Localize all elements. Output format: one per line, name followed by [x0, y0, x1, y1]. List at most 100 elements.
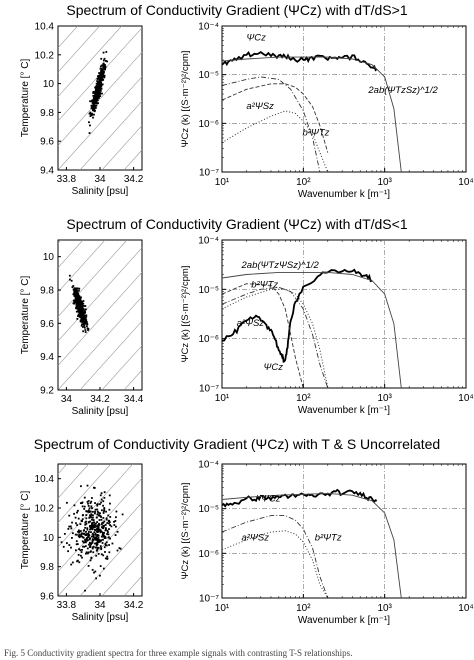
ts-point	[98, 72, 101, 74]
ts-point	[95, 528, 98, 530]
ts-points	[68, 274, 90, 333]
ts-point	[90, 500, 93, 503]
ts-point	[81, 320, 84, 322]
ts-point	[80, 306, 83, 308]
ts-point	[95, 538, 98, 541]
ts-point	[88, 511, 91, 514]
ts-point	[104, 59, 107, 62]
ts-point	[98, 522, 100, 525]
ts-point	[96, 535, 99, 537]
ts-point	[88, 538, 91, 541]
ts-point	[116, 530, 119, 533]
ts-point	[79, 319, 82, 322]
ts-point	[82, 300, 85, 302]
spectrum-ytick-label: 10⁻⁴	[198, 22, 219, 33]
ts-guide-line	[58, 27, 142, 122]
ts-point	[78, 561, 81, 564]
curve-annotation: a²ΨSz	[246, 101, 274, 112]
ts-point	[86, 500, 89, 503]
ts-point	[94, 97, 97, 100]
ts-point	[102, 517, 105, 519]
ts-point	[82, 529, 85, 532]
ts-point	[95, 97, 98, 100]
ts-point	[108, 508, 111, 511]
ts-point	[87, 504, 90, 507]
ts-point	[82, 312, 85, 315]
series-dotted-line	[222, 110, 329, 172]
ts-point	[100, 523, 103, 526]
ts-point	[86, 323, 89, 326]
ts-point	[94, 524, 96, 527]
spectrum-xtick-label: 10³	[377, 393, 392, 404]
spectrum-xtick-label: 10¹	[215, 603, 230, 614]
ts-point	[83, 316, 86, 319]
ts-point	[78, 304, 81, 307]
ts-point	[105, 541, 108, 544]
ts-point	[96, 93, 98, 96]
ts-point	[104, 551, 106, 553]
ts-point	[99, 65, 102, 68]
curve-annotation: ΨCz	[263, 362, 283, 373]
ts-point	[71, 532, 74, 535]
ts-point	[91, 99, 94, 102]
ts-point	[70, 279, 73, 282]
ts-guide-line	[79, 320, 142, 390]
ts-point	[77, 294, 80, 297]
ts-point	[86, 552, 89, 555]
ts-point	[90, 100, 93, 103]
ts-point	[99, 95, 102, 98]
spectrum-ytick-label: 10⁻⁴	[198, 460, 219, 471]
curve-annotation: b²ΨTz	[303, 128, 330, 139]
ts-point	[77, 315, 79, 317]
ts-point	[85, 551, 88, 554]
ts-point	[95, 99, 97, 102]
ts-point	[96, 539, 98, 542]
curve-annotation: ΨCz	[261, 494, 281, 505]
ts-point	[78, 315, 81, 318]
ts-point	[103, 510, 105, 513]
ts-point	[82, 311, 85, 314]
curve-annotation: 2ab(ΨTzΨSz)^1/2	[241, 260, 320, 271]
ts-point	[104, 537, 107, 539]
ts-point	[100, 57, 103, 60]
panel-title-2: Spectrum of Conductivity Gradient (ΨCz) …	[66, 216, 408, 232]
ts-point	[75, 302, 78, 305]
spectrum-ytick-label: 10⁻⁶	[198, 549, 219, 560]
ts-point	[97, 102, 99, 105]
ts-point	[77, 307, 80, 310]
ts-point	[94, 508, 97, 511]
ts-point	[91, 102, 94, 105]
ts-point	[73, 512, 75, 515]
ts-point	[80, 485, 82, 488]
spectrum-axes-frame	[221, 239, 467, 389]
ts-point	[65, 501, 68, 504]
ts-point	[82, 318, 84, 321]
ts-point	[95, 82, 98, 85]
ts-point	[119, 547, 122, 550]
ts-ylabel: Temperature [° C]	[20, 276, 31, 355]
ts-point	[77, 530, 79, 533]
ts-point	[78, 297, 81, 300]
ts-point	[90, 514, 93, 517]
ts-xtick-label: 33.8	[57, 174, 77, 185]
ts-point	[84, 329, 87, 331]
ts-point	[68, 274, 71, 277]
ts-point	[92, 535, 94, 538]
ts-point	[108, 528, 110, 530]
ts-point	[99, 503, 101, 506]
ts-point	[93, 96, 96, 99]
ts-point	[87, 543, 90, 546]
ts-point	[84, 322, 87, 325]
ts-point	[102, 521, 105, 524]
ts-point	[91, 523, 93, 525]
ts-point	[102, 538, 104, 541]
ts-points	[60, 484, 124, 592]
ts-point	[108, 521, 111, 524]
ts-point	[115, 510, 118, 513]
ts-point	[94, 92, 97, 95]
ts-point	[115, 516, 117, 519]
ts-point	[76, 297, 79, 300]
ts-point	[76, 318, 79, 320]
ts-point	[86, 539, 89, 542]
ts-point	[81, 518, 84, 521]
